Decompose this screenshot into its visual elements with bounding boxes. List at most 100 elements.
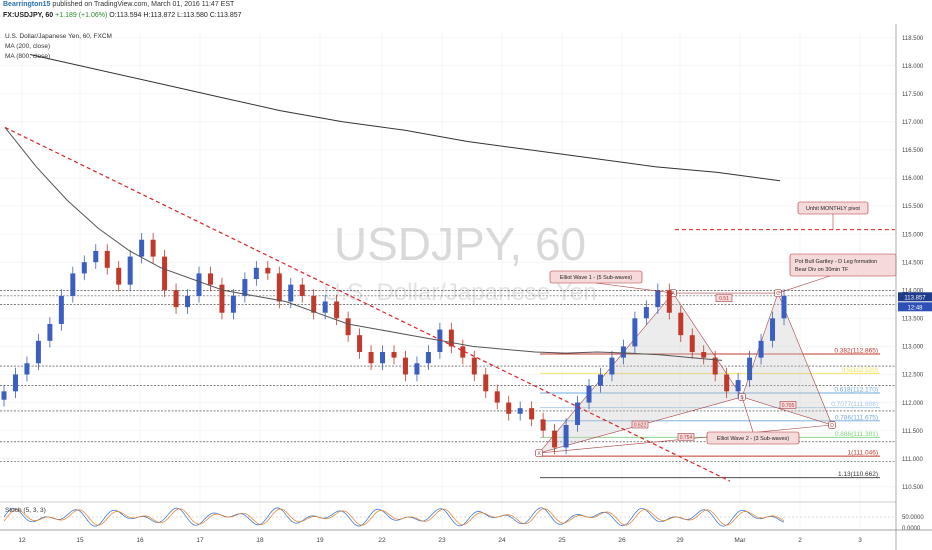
x-tick-label: 15 bbox=[76, 537, 84, 544]
fib-level-label: 0.7077(111.908) bbox=[831, 401, 878, 408]
candle-body bbox=[24, 363, 30, 375]
x-tick-label: 22 bbox=[378, 537, 386, 544]
ma-800-line bbox=[29, 54, 781, 182]
candle-body bbox=[632, 318, 638, 347]
fib-level-label: 1.13(110.662) bbox=[838, 471, 878, 478]
fib-level-label: 0.382(112.865) bbox=[834, 347, 878, 354]
ohlc-close: C:113.857 bbox=[209, 12, 242, 19]
ma-200-line bbox=[4, 127, 723, 361]
chart-background bbox=[0, 24, 932, 550]
fib-level-label: 0.618(112.170) bbox=[834, 387, 878, 394]
ratio-label: 0.622 bbox=[634, 423, 647, 429]
candle-body bbox=[35, 340, 41, 364]
x-tick-label: 3 bbox=[858, 537, 862, 544]
candle-body bbox=[139, 239, 145, 257]
candle-body bbox=[127, 256, 133, 285]
candle-body bbox=[402, 357, 408, 375]
fib-retracement[interactable]: 0.382(112.865) 0.5(112.520) 0.618(112.170)… bbox=[540, 347, 880, 478]
author-link[interactable]: Bearrington15 bbox=[3, 1, 51, 8]
annotation-box bbox=[797, 201, 869, 215]
candle-body bbox=[747, 357, 753, 381]
x-tick-label: Mar bbox=[734, 537, 746, 544]
candle-body bbox=[81, 262, 87, 274]
time-tag bbox=[898, 302, 932, 312]
candle-body bbox=[104, 250, 110, 268]
ratio-label: 0.754 bbox=[680, 435, 693, 441]
pattern-point-box bbox=[535, 449, 543, 457]
symbol-label: FX:USDJPY, 60 bbox=[3, 12, 54, 19]
chart-header: Bearrington15 published on TradingView.c… bbox=[0, 0, 932, 24]
horizontal-lines bbox=[0, 229, 896, 462]
x-tick-label: 26 bbox=[618, 537, 626, 544]
candle-body bbox=[540, 419, 546, 431]
ratio-label: 0.51 bbox=[719, 296, 729, 302]
annotation-box bbox=[706, 431, 800, 445]
annotation-box bbox=[549, 270, 643, 284]
candle-body bbox=[334, 301, 340, 319]
candle-body bbox=[93, 250, 99, 263]
candle-body bbox=[230, 295, 236, 313]
symbol-line: FX:USDJPY, 60 +1.189 (+1.06%) O:113.594 … bbox=[3, 12, 242, 19]
candle-body bbox=[563, 425, 569, 448]
candle-body bbox=[597, 374, 603, 386]
candle-body bbox=[70, 273, 76, 296]
candle-body bbox=[494, 391, 500, 403]
price-chart[interactable]: USDJPY, 60 U.S. Dollar/Japanese Yen 0.38… bbox=[0, 24, 932, 550]
x-tick-label: 12 bbox=[18, 537, 26, 544]
y-tick-label: 114.500 bbox=[902, 260, 924, 266]
ohlc-open: O:113.594 bbox=[109, 12, 142, 19]
candle-body bbox=[758, 340, 764, 358]
candle-body bbox=[678, 312, 684, 336]
legend-line-2: MA (200, close) bbox=[5, 43, 50, 50]
pattern-point-label: X bbox=[537, 451, 541, 457]
time-axis[interactable]: 12 15 16 17 18 19 22 23 24 25 26 29 Mar 2 3 bbox=[18, 537, 862, 544]
y-tick-label: 115.500 bbox=[902, 204, 924, 210]
candle-body bbox=[483, 374, 489, 392]
candle-body bbox=[253, 267, 259, 280]
x-tick-label: 19 bbox=[316, 537, 324, 544]
candle-body bbox=[517, 408, 523, 414]
downtrend-line bbox=[4, 126, 731, 482]
candle-body bbox=[529, 408, 535, 420]
candle-body bbox=[265, 267, 271, 274]
moving-averages bbox=[4, 54, 781, 361]
change-value: +1.189 (+1.06%) bbox=[55, 12, 108, 19]
y-tick-label: 116.500 bbox=[902, 148, 924, 154]
candle-body bbox=[276, 273, 282, 302]
time-tag-value: 12:48 bbox=[907, 305, 923, 311]
candle-body bbox=[724, 374, 730, 392]
last-price-tag bbox=[898, 292, 932, 302]
ratio-label: 0.705 bbox=[782, 403, 795, 409]
candle-body bbox=[380, 352, 386, 364]
fib-level-label: 0.5(112.520) bbox=[842, 367, 878, 374]
pattern-point-label: D bbox=[830, 423, 834, 429]
stoch-d-line bbox=[3, 508, 785, 526]
y-tick-label: 113.000 bbox=[902, 345, 924, 351]
annotation-pointer bbox=[595, 282, 674, 294]
stoch-k-line bbox=[3, 507, 785, 527]
osc-tick-label: 0.0000 bbox=[902, 526, 921, 532]
x-tick-label: 17 bbox=[196, 537, 204, 544]
annotations[interactable]: Elliot Wave 1 - (5 Sub-waves) Elliot Wave… bbox=[549, 201, 897, 445]
trend-line[interactable] bbox=[4, 126, 731, 482]
osc-label: Stoch (5, 3, 3) bbox=[5, 507, 46, 514]
fib-level-label: 1(111.046) bbox=[848, 450, 878, 457]
candle-body bbox=[643, 307, 649, 319]
candle-body bbox=[58, 295, 64, 324]
annotation-text: Bear Div on 30min TF bbox=[795, 267, 849, 273]
candle-body bbox=[299, 284, 305, 296]
pattern-point-label: C bbox=[776, 291, 780, 297]
price-axis[interactable]: 118.500 118.000 117.500 117.000 116.500 116.0… bbox=[902, 36, 924, 532]
candle-body bbox=[735, 380, 741, 392]
candle-body bbox=[357, 335, 363, 353]
ohlc-low: L:113.580 bbox=[177, 12, 208, 19]
candle-body bbox=[689, 335, 695, 353]
candle-body bbox=[666, 290, 672, 313]
candle-body bbox=[162, 256, 168, 291]
x-tick-label: 2 bbox=[798, 537, 802, 544]
candle-body bbox=[345, 318, 351, 336]
published-text: published on TradingView.com, March 01, … bbox=[52, 1, 235, 8]
candle-body bbox=[712, 357, 718, 375]
stoch-oscillator bbox=[0, 507, 895, 527]
